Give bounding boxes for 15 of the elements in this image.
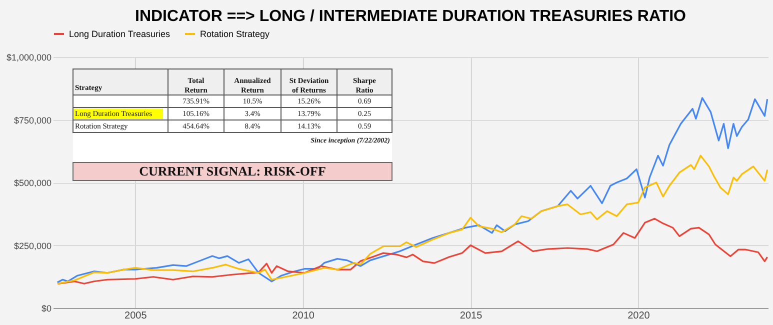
x-tick-label: 2020 — [628, 310, 650, 322]
annotation: CURRENT SIGNAL: RISK-OFF — [139, 164, 326, 178]
legend-label: Long Duration Treasuries — [69, 29, 171, 39]
legend-label: Rotation Strategy — [200, 29, 270, 39]
x-tick-label: 2005 — [124, 310, 148, 322]
y-tick-label: $750,000 — [14, 115, 52, 126]
x-tick-label: 2015 — [460, 310, 483, 322]
chart-title: INDICATOR ==> LONG / INTERMEDIATE DURATION TREASURIES RATIO — [135, 8, 686, 25]
y-tick-label: $0 — [41, 304, 52, 314]
x-tick-label: 2010 — [292, 310, 315, 322]
line-series — [56, 154, 768, 284]
y-tick-label: $250,000 — [14, 240, 52, 251]
y-tick-label: $1,000,000 — [6, 52, 52, 62]
y-tick-label: $500,000 — [14, 178, 52, 188]
line-series — [57, 218, 768, 284]
